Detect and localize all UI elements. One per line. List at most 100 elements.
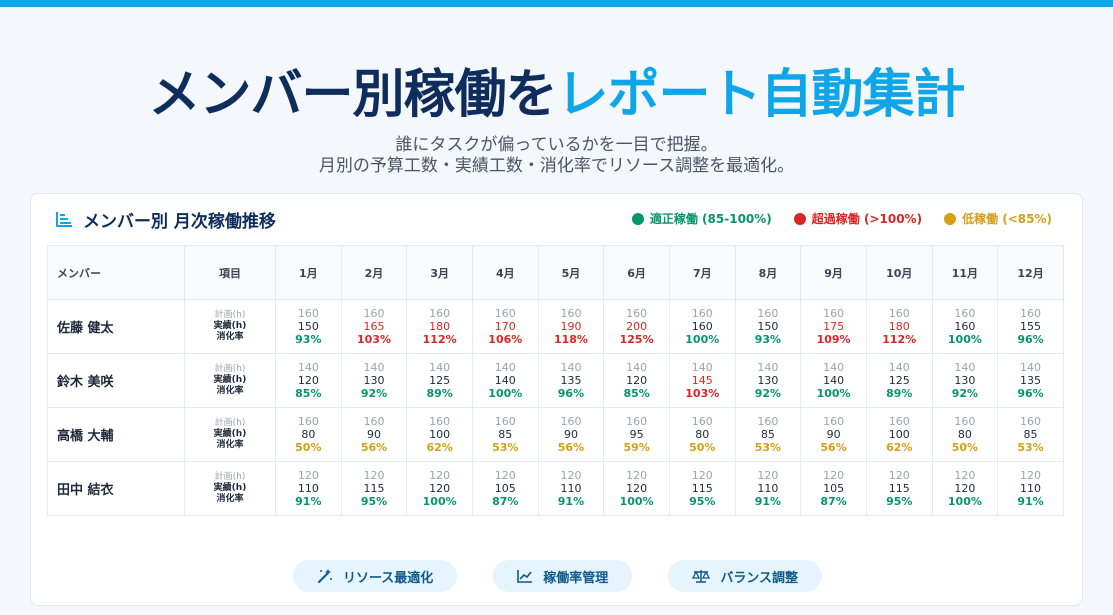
- bar-chart-icon: [56, 212, 72, 227]
- cell-plan: 160: [363, 307, 385, 320]
- month-cell: 120 110 91%: [275, 461, 342, 516]
- cell-actual: 135: [560, 374, 582, 387]
- cell-actual: 85: [498, 428, 513, 441]
- legend-ok-label: 適正稼働 (85-100%): [649, 212, 772, 226]
- pill-resource-optimization: リソース最適化: [292, 560, 458, 592]
- cell-plan: 160: [691, 307, 713, 320]
- month-cell: 160 85 53%: [734, 407, 802, 462]
- legend-low: 低稼働 (<85%): [944, 210, 1052, 227]
- row-labels: 計画(h) 実績(h) 消化率: [184, 461, 276, 516]
- cell-rate: 93%: [754, 333, 782, 346]
- cell-plan: 160: [494, 415, 516, 428]
- cell-plan: 120: [888, 469, 910, 482]
- month-cell: 140 125 89%: [865, 353, 933, 408]
- month-cell: 140 130 92%: [340, 353, 408, 408]
- feature-pills: リソース最適化 稼働率管理 バランス調整: [31, 560, 1084, 592]
- month-cell: 160 100 62%: [865, 407, 933, 462]
- cell-plan: 160: [363, 415, 385, 428]
- cell-plan: 140: [757, 361, 779, 374]
- cell-plan: 120: [560, 469, 582, 482]
- cell-plan: 160: [823, 415, 845, 428]
- header-month: 10月: [865, 245, 933, 300]
- cell-rate: 50%: [295, 441, 322, 454]
- cell-rate: 56%: [557, 441, 585, 454]
- cell-actual: 125: [429, 374, 451, 387]
- cell-actual: 80: [695, 428, 710, 441]
- cell-rate: 56%: [820, 441, 847, 454]
- cell-plan: 160: [954, 415, 976, 428]
- cell-actual: 105: [823, 482, 845, 495]
- cell-plan: 160: [297, 415, 319, 428]
- row-label-actual: 実績(h): [213, 321, 247, 331]
- pill-balance-adjustment: バランス調整: [668, 560, 823, 592]
- cell-rate: 92%: [951, 387, 979, 400]
- member-name: 高橋 大輔: [47, 407, 185, 462]
- cell-plan: 140: [626, 361, 648, 374]
- pill-utilization-management: 稼働率管理: [493, 560, 633, 592]
- cell-actual: 150: [757, 320, 779, 333]
- cell-rate: 92%: [754, 387, 782, 400]
- row-labels: 計画(h) 実績(h) 消化率: [184, 353, 276, 408]
- card-title: メンバー別 月次稼働推移: [55, 207, 276, 232]
- cell-actual: 115: [888, 482, 910, 495]
- cell-actual: 80: [957, 428, 972, 441]
- cell-rate: 91%: [1017, 495, 1044, 508]
- cell-actual: 130: [363, 374, 385, 387]
- cell-rate: 87%: [492, 495, 519, 508]
- header-month: 7月: [668, 245, 736, 300]
- header-month: 3月: [406, 245, 473, 300]
- row-label-plan: 計画(h): [214, 310, 246, 320]
- cell-rate: 112%: [882, 333, 917, 346]
- status-legend: 適正稼働 (85-100%) 超過稼働 (>100%) 低稼働 (<85%): [631, 210, 1052, 227]
- cell-plan: 140: [363, 361, 385, 374]
- cell-actual: 165: [363, 320, 385, 333]
- pill-utilization-management-label: 稼働率管理: [543, 570, 609, 586]
- cell-rate: 59%: [623, 441, 650, 454]
- row-label-plan: 計画(h): [214, 364, 246, 374]
- month-cell: 160 165 103%: [340, 299, 408, 354]
- cell-actual: 130: [954, 374, 976, 387]
- cell-rate: 96%: [1017, 333, 1044, 346]
- cell-plan: 160: [757, 307, 779, 320]
- month-cell: 140 120 85%: [603, 353, 670, 408]
- cell-plan: 160: [494, 307, 516, 320]
- cell-actual: 125: [888, 374, 910, 387]
- cell-rate: 89%: [426, 387, 453, 400]
- cell-rate: 91%: [754, 495, 782, 508]
- cell-rate: 85%: [623, 387, 650, 400]
- cell-rate: 96%: [1017, 387, 1044, 400]
- header-month: 9月: [800, 245, 867, 300]
- month-cell: 160 100 62%: [406, 407, 473, 462]
- top-accent-bar: [0, 0, 1113, 7]
- cell-rate: 95%: [886, 495, 913, 508]
- month-cell: 140 130 92%: [931, 353, 999, 408]
- cell-actual: 120: [297, 374, 319, 387]
- month-cell: 160 155 96%: [997, 299, 1064, 354]
- cell-rate: 89%: [886, 387, 913, 400]
- row-labels: 計画(h) 実績(h) 消化率: [184, 299, 276, 354]
- cell-rate: 106%: [488, 333, 523, 346]
- header-month: 5月: [537, 245, 605, 300]
- table-row: 佐藤 健太 計画(h) 実績(h) 消化率 160 150 93% 160 165 103% 160…: [47, 299, 1064, 354]
- cell-rate: 103%: [356, 333, 391, 346]
- month-cell: 120 105 87%: [800, 461, 867, 516]
- legend-ok-dot: [631, 212, 644, 225]
- month-cell: 160 90 56%: [340, 407, 408, 462]
- header-month: 6月: [603, 245, 670, 300]
- table-body: 佐藤 健太 計画(h) 実績(h) 消化率 160 150 93% 160 165 103% 160…: [47, 299, 1064, 516]
- table-row: 田中 結衣 計画(h) 実績(h) 消化率 120 110 91% 120 115 95% 120 1…: [47, 461, 1064, 516]
- cell-actual: 115: [363, 482, 385, 495]
- cell-rate: 103%: [685, 387, 720, 400]
- table-header-row: メンバー 項目 1月 2月 3月 4月 5月 6月 7月 8月 9月 10月 11月 12月: [47, 245, 1064, 300]
- header-month: 4月: [471, 245, 539, 300]
- cell-plan: 160: [691, 415, 713, 428]
- cell-rate: 53%: [492, 441, 519, 454]
- cell-plan: 140: [888, 361, 910, 374]
- header-month: 8月: [734, 245, 802, 300]
- month-cell: 140 135 96%: [997, 353, 1064, 408]
- cell-rate: 95%: [689, 495, 716, 508]
- cell-plan: 120: [757, 469, 779, 482]
- month-cell: 160 190 118%: [537, 299, 605, 354]
- cell-plan: 140: [560, 361, 582, 374]
- member-name: 鈴木 美咲: [47, 353, 185, 408]
